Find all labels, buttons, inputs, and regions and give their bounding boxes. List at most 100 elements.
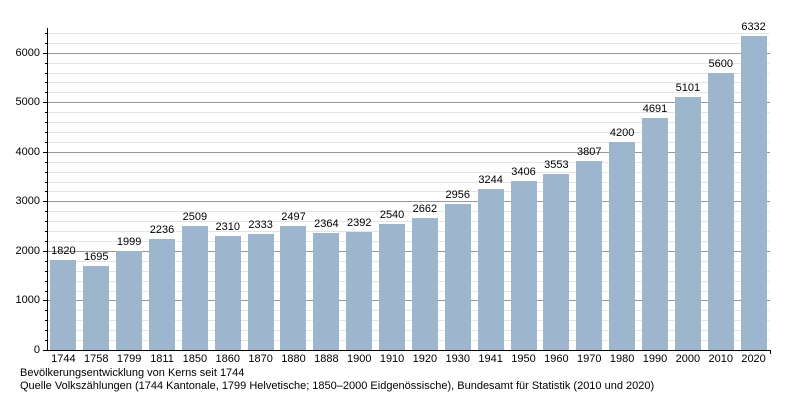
bar	[379, 224, 406, 350]
x-tick-label: 1950	[511, 353, 536, 365]
x-tick-label: 2010	[708, 353, 733, 365]
gridline-minor	[47, 270, 770, 272]
bar	[477, 189, 504, 350]
bar	[674, 97, 701, 350]
bar-value-label: 2662	[412, 203, 438, 216]
y-axis-minor-tick	[45, 92, 47, 94]
y-axis-minor-tick	[45, 82, 47, 84]
x-tick-label: 1960	[544, 353, 569, 365]
y-axis-minor-tick	[45, 181, 47, 183]
bar-value-label: 2236	[149, 224, 175, 237]
x-axis-line	[47, 350, 771, 351]
bar	[247, 234, 274, 350]
x-tick-label: 1888	[314, 353, 339, 365]
bar	[411, 218, 438, 350]
y-tick-label: 4000	[15, 145, 40, 158]
y-axis-minor-tick	[45, 320, 47, 322]
bar	[510, 181, 537, 350]
plot-area: 1820 1695 1999 2236 2509 2310 2333 2497 2364 2392…	[47, 21, 770, 350]
gridline-minor	[47, 92, 770, 94]
x-tick-label: 1744	[51, 353, 76, 365]
bar-value-label: 2310	[215, 220, 240, 233]
bar	[313, 232, 340, 350]
gridline-minor	[47, 132, 770, 134]
y-axis-minor-tick	[45, 72, 47, 74]
gridline-major	[47, 300, 770, 302]
bar-value-label: 4200	[609, 126, 635, 139]
gridline-minor	[47, 241, 770, 242]
gridline-minor	[47, 340, 770, 342]
y-axis-minor-tick	[45, 241, 47, 242]
y-axis-major-tick	[43, 52, 47, 54]
y-axis-minor-tick	[45, 32, 47, 34]
x-tick-label: 1941	[478, 353, 503, 365]
gridline-minor	[47, 221, 770, 223]
bar	[149, 239, 176, 350]
gridline-minor	[47, 32, 770, 34]
bar-value-label: 2392	[346, 216, 372, 229]
gridline-minor	[47, 310, 770, 312]
y-tick-label: 3000	[15, 195, 40, 208]
x-tick-label: 1990	[642, 353, 668, 365]
gridline-minor	[47, 82, 770, 84]
x-tick-label: 1880	[281, 353, 306, 365]
bar	[740, 36, 767, 350]
y-axis-minor-tick	[45, 290, 47, 292]
x-tick-label: 2000	[675, 353, 701, 365]
x-tick-label: 1758	[84, 353, 109, 365]
bar-value-label: 1999	[116, 235, 142, 248]
gridline-major	[47, 151, 770, 153]
x-tick-label: 1910	[379, 353, 405, 365]
x-tick-label: 1870	[248, 353, 273, 365]
gridline-minor	[47, 211, 770, 213]
bar	[83, 266, 110, 350]
y-axis-minor-tick	[45, 330, 47, 332]
y-axis-minor-tick	[45, 260, 47, 262]
bar-value-label: 2956	[445, 188, 471, 201]
bar-value-label: 2509	[182, 210, 208, 223]
bar-value-label: 1695	[84, 251, 109, 264]
y-tick-label: 6000	[15, 46, 40, 59]
caption-title: Bevölkerungsentwicklung von Kerns seit 1…	[20, 367, 245, 379]
bar-value-label: 6332	[741, 21, 766, 34]
y-axis-minor-tick	[45, 231, 47, 233]
y-axis-minor-tick	[45, 122, 47, 124]
y-axis-minor-tick	[45, 171, 47, 173]
y-axis-major-tick	[43, 151, 47, 153]
gridline-minor	[47, 320, 770, 322]
gridline-minor	[47, 62, 770, 64]
y-axis-major-tick	[43, 300, 47, 302]
bar-value-label: 4691	[642, 102, 668, 115]
bar-value-label: 2497	[281, 211, 306, 224]
y-axis-major-tick	[43, 102, 47, 104]
bar	[576, 161, 603, 350]
bar	[346, 231, 373, 350]
bar-value-label: 5101	[675, 82, 701, 95]
y-axis-minor-tick	[45, 270, 47, 272]
bar	[181, 225, 208, 350]
gridline-major	[47, 52, 770, 54]
bar	[50, 259, 77, 350]
bar	[641, 117, 668, 350]
x-tick-label: 2020	[741, 353, 766, 365]
bar-value-label: 3244	[478, 174, 503, 187]
y-axis-major-tick	[43, 201, 47, 203]
y-axis-minor-tick	[45, 62, 47, 64]
y-axis-minor-tick	[45, 112, 47, 114]
chart-caption: Bevölkerungsentwicklung von Kerns seit 1…	[20, 367, 654, 393]
x-tick-label: 1930	[445, 353, 471, 365]
y-axis-minor-tick	[45, 141, 47, 143]
y-axis-minor-tick	[45, 161, 47, 163]
gridline-minor	[47, 42, 770, 44]
gridline-minor	[47, 191, 770, 193]
y-tick-label: 1000	[15, 294, 40, 307]
gridline-minor	[47, 290, 770, 292]
bar	[116, 250, 143, 350]
y-axis-minor-tick	[45, 211, 47, 213]
y-axis-major-tick	[43, 350, 47, 351]
x-tick-label: 1980	[609, 353, 635, 365]
bar	[543, 174, 570, 350]
gridline-minor	[47, 330, 770, 332]
bar	[214, 235, 241, 350]
